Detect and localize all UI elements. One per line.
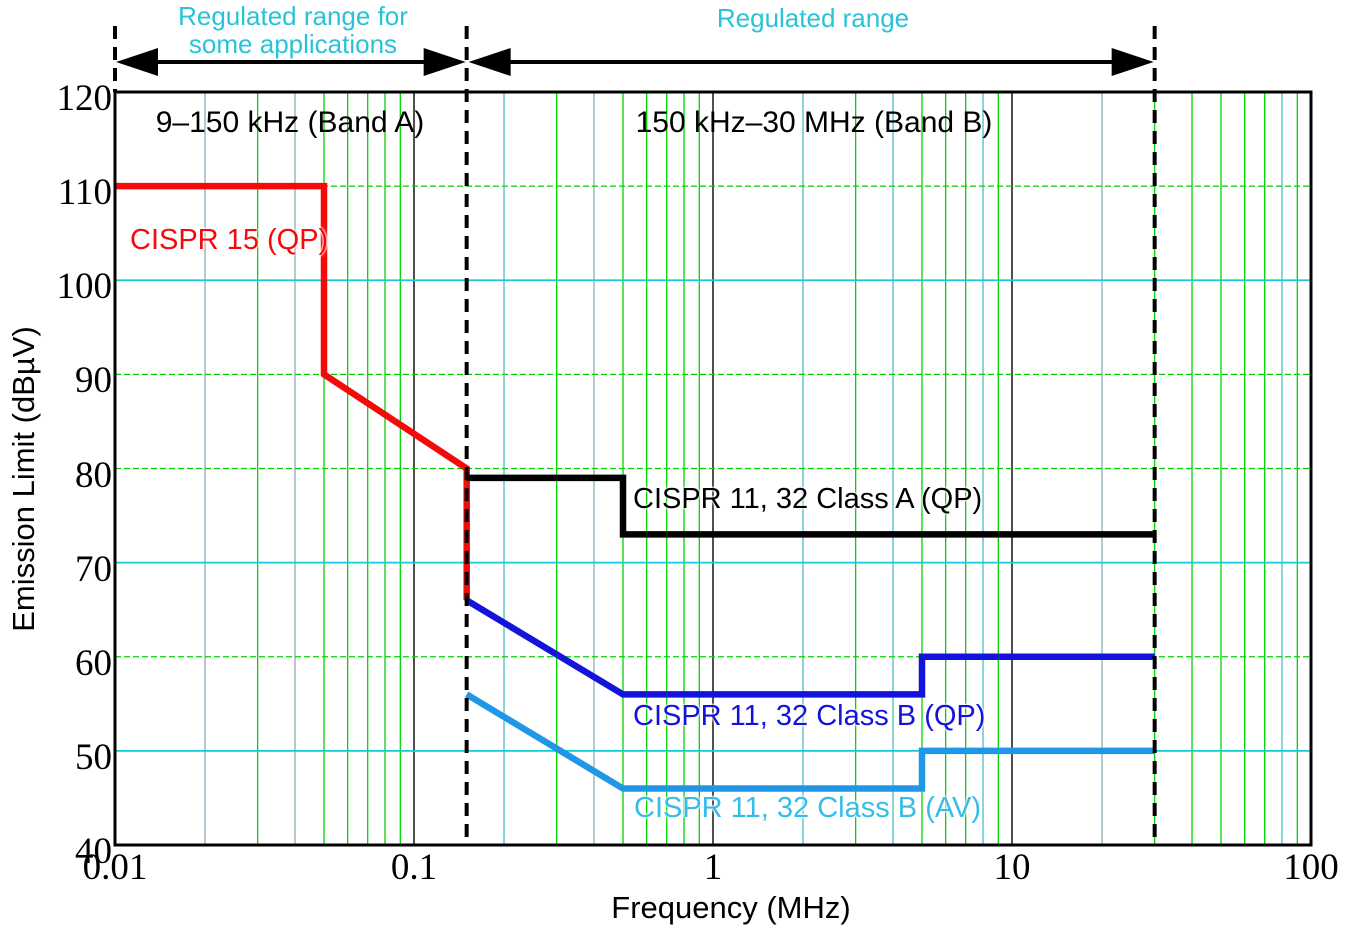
band-b-range-arrow-left-head <box>468 48 511 76</box>
series-label-class-b-qp: CISPR 11, 32 Class B (QP) <box>633 700 986 732</box>
series-curve-3 <box>465 691 1155 792</box>
series-curve-1 <box>466 474 1155 538</box>
y-tick-label: 110 <box>57 172 112 213</box>
series-label-cispr15-qp: CISPR 15 (QP) <box>130 224 329 256</box>
y-tick-label: 120 <box>56 78 113 119</box>
x-tick-label: 1 <box>703 847 723 888</box>
band-a-range-arrow-right-head <box>423 48 466 76</box>
y-tick-label: 40 <box>75 831 112 872</box>
y-tick-label: 70 <box>75 549 112 590</box>
y-tick-label: 80 <box>75 455 112 496</box>
x-axis-title: Frequency (MHz) <box>611 890 851 925</box>
regulated-range-some-line2: some applications <box>188 29 398 59</box>
band-b-title: 150 kHz–30 MHz (Band B) <box>635 106 993 139</box>
regulated-range-some-line1: Regulated range for <box>178 1 408 31</box>
y-tick-label: 60 <box>75 643 112 684</box>
series-curve-2 <box>465 597 1155 698</box>
regulated-range-some-annotation: Regulated range for some applications <box>178 2 408 58</box>
band-b-range-arrow-right-head <box>1111 48 1154 76</box>
band-a-range-arrow-left-head <box>116 48 158 76</box>
y-tick-label: 100 <box>56 266 113 307</box>
band-a-title: 9–150 kHz (Band A) <box>155 106 425 139</box>
x-tick-label: 0.1 <box>390 847 438 888</box>
y-tick-label: 90 <box>75 360 112 401</box>
series-label-class-a-qp: CISPR 11, 32 Class A (QP) <box>633 483 983 515</box>
series-label-class-b-av: CISPR 11, 32 Class B (AV) <box>634 792 982 824</box>
x-tick-label: 100 <box>1283 847 1339 888</box>
x-tick-label: 10 <box>993 847 1031 888</box>
regulated-range-annotation: Regulated range <box>716 3 910 33</box>
y-tick-label: 50 <box>75 737 112 778</box>
plot-frame <box>113 90 1313 847</box>
x-tick-label: 0.01 <box>82 847 148 888</box>
